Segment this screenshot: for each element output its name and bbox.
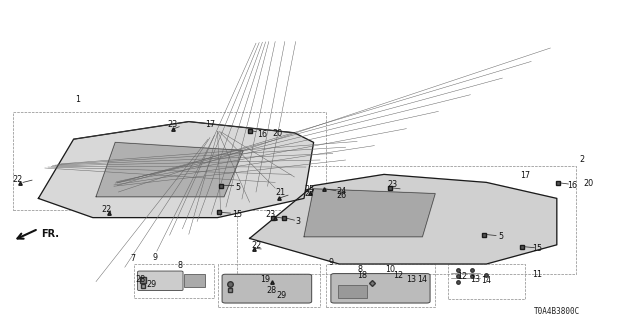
Text: FR.: FR. (42, 228, 60, 239)
Text: 16: 16 (257, 130, 268, 139)
Text: 2: 2 (579, 155, 584, 164)
Text: 29: 29 (146, 280, 156, 289)
Text: 27: 27 (305, 189, 315, 198)
Text: 22: 22 (13, 175, 23, 184)
Text: 26: 26 (337, 191, 347, 200)
Polygon shape (38, 122, 314, 218)
Text: 18: 18 (357, 271, 367, 280)
Text: 17: 17 (205, 120, 215, 129)
Text: 19: 19 (260, 275, 270, 284)
Text: 9: 9 (329, 258, 334, 267)
FancyBboxPatch shape (138, 271, 183, 291)
Text: 20: 20 (584, 179, 594, 188)
Bar (338, 285, 367, 298)
Text: 8: 8 (178, 261, 183, 270)
Text: 11: 11 (532, 270, 543, 279)
Text: 8: 8 (357, 265, 362, 274)
Text: 5: 5 (498, 232, 503, 241)
Text: 15: 15 (232, 210, 242, 219)
Text: 23: 23 (266, 210, 276, 219)
Text: 7: 7 (130, 254, 135, 263)
Text: 22: 22 (101, 205, 111, 214)
Text: 28: 28 (136, 276, 146, 284)
Text: 10: 10 (385, 265, 396, 274)
Text: 25: 25 (305, 185, 315, 194)
Text: 24: 24 (337, 188, 347, 196)
Text: T0A4B3800C: T0A4B3800C (534, 307, 580, 316)
Text: 14: 14 (481, 276, 492, 285)
Text: 13: 13 (470, 275, 480, 284)
Text: 13: 13 (406, 275, 416, 284)
Polygon shape (304, 189, 435, 237)
Text: 17: 17 (520, 172, 530, 180)
Text: 21: 21 (275, 188, 285, 197)
Bar (184, 274, 205, 287)
Text: 23: 23 (387, 180, 397, 189)
Text: 28: 28 (266, 286, 276, 295)
Text: 14: 14 (417, 276, 428, 284)
Text: 16: 16 (567, 181, 577, 190)
Text: 12: 12 (458, 272, 468, 281)
FancyBboxPatch shape (222, 274, 312, 303)
FancyBboxPatch shape (331, 274, 430, 303)
Text: 12: 12 (394, 271, 404, 280)
Text: 3: 3 (296, 217, 301, 226)
Text: 15: 15 (532, 244, 543, 253)
Text: 5: 5 (236, 183, 241, 192)
Text: 20: 20 (272, 129, 282, 138)
Text: 9: 9 (152, 253, 157, 262)
Text: 23: 23 (168, 120, 178, 129)
Text: 29: 29 (276, 291, 287, 300)
Polygon shape (250, 174, 557, 264)
Polygon shape (96, 142, 243, 197)
Text: 22: 22 (251, 241, 261, 250)
Text: 1: 1 (76, 95, 81, 104)
